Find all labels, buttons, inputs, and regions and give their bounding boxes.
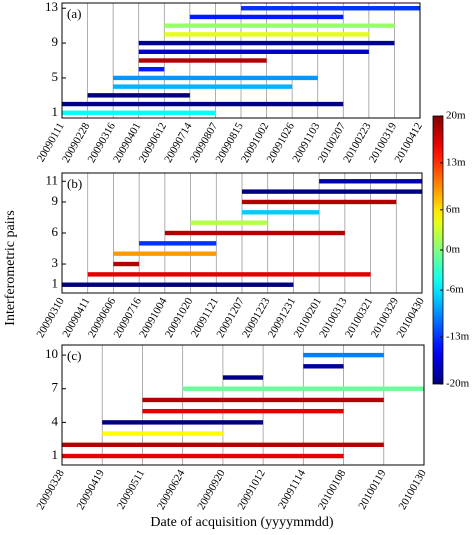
x-tick-label: 20090419 xyxy=(75,467,108,512)
pair-bar xyxy=(87,93,190,98)
y-tick-label: 1 xyxy=(52,104,59,119)
y-tick-label: 3 xyxy=(52,255,59,270)
y-tick-label: 1 xyxy=(52,276,59,291)
pair-bar xyxy=(319,179,422,184)
x-tick-label: 20090920 xyxy=(195,467,228,512)
pair-bar xyxy=(182,386,424,391)
plot-frame xyxy=(61,172,423,294)
plot-frame xyxy=(61,2,421,119)
pair-bar xyxy=(62,442,384,448)
y-tick-label: 9 xyxy=(52,34,59,49)
pair-bar xyxy=(102,420,264,425)
y-tick-label: 6 xyxy=(52,224,59,239)
pair-bar xyxy=(189,14,344,20)
colorbar-tick-label: 6m xyxy=(446,203,461,215)
pair-bar xyxy=(164,23,395,28)
panel-label: (a) xyxy=(67,6,81,21)
pair-bar xyxy=(62,453,344,459)
pair-bar xyxy=(113,75,318,81)
pair-bar xyxy=(113,261,140,267)
x-axis-label: Date of acquisition (yyyymmdd) xyxy=(150,515,333,530)
colorbar-tick-label: 20m xyxy=(446,110,466,122)
pair-bar xyxy=(190,220,268,225)
pair-bar xyxy=(62,101,344,107)
y-tick-label: 1 xyxy=(52,447,59,462)
pair-bar xyxy=(138,49,369,54)
pair-bar xyxy=(242,210,320,215)
pair-bar xyxy=(142,408,344,414)
pair-bar xyxy=(242,199,397,205)
y-tick-label: 11 xyxy=(45,172,58,187)
plot-frame xyxy=(61,344,425,466)
panel-label: (b) xyxy=(67,176,82,191)
pair-bar xyxy=(142,397,384,403)
pair-bar xyxy=(87,272,371,277)
x-tick-label: 20100130 xyxy=(396,467,429,512)
pair-bar xyxy=(303,364,344,369)
y-tick-label: 4 xyxy=(52,413,59,428)
colorbar-tick-label: -20m xyxy=(446,378,470,390)
pair-bar xyxy=(164,230,345,236)
colorbar-tick-label: -13m xyxy=(446,331,470,343)
pair-bar xyxy=(139,241,217,246)
pair-bar xyxy=(242,189,422,194)
y-tick-label: 10 xyxy=(45,346,58,361)
pair-bar xyxy=(138,58,267,63)
pair-bar xyxy=(102,431,223,436)
x-tick-label: 20091114 xyxy=(276,467,308,511)
pair-bar xyxy=(62,110,216,115)
colorbar-tick-label: 13m xyxy=(446,156,466,168)
colorbar-tick-label: 0m xyxy=(446,244,461,256)
pair-bar xyxy=(113,84,293,89)
pair-bar xyxy=(164,32,369,37)
pair-bar xyxy=(138,67,165,72)
x-tick-label: 20100119 xyxy=(356,467,388,511)
pair-bar xyxy=(303,352,384,358)
x-tick-label: 20090328 xyxy=(34,467,67,512)
y-tick-label: 9 xyxy=(52,193,59,208)
pair-bar xyxy=(62,282,294,287)
y-tick-label: 13 xyxy=(45,0,58,14)
x-tick-label: 20100108 xyxy=(316,467,349,512)
pair-bar xyxy=(113,251,217,256)
y-tick-label: 5 xyxy=(52,69,59,84)
x-tick-label: 20091012 xyxy=(236,468,268,512)
pair-bar xyxy=(241,6,420,11)
x-tick-label: 20090624 xyxy=(155,467,188,512)
y-tick-label: 7 xyxy=(52,380,59,395)
pair-bar xyxy=(138,40,395,46)
y-axis-label: Interferometric pairs xyxy=(3,210,18,325)
pair-bar xyxy=(222,375,264,380)
x-tick-label: 20090511 xyxy=(115,468,147,512)
colorbar-tick-label: -6m xyxy=(446,284,464,296)
panel-label: (c) xyxy=(67,348,81,363)
